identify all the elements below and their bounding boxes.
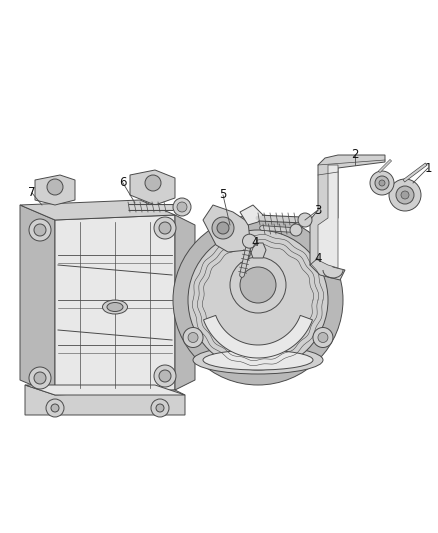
Polygon shape [318,165,338,268]
Circle shape [145,175,161,191]
Text: 6: 6 [119,176,127,190]
Text: 5: 5 [219,189,227,201]
Circle shape [318,333,328,343]
Polygon shape [203,205,250,252]
Polygon shape [204,316,312,358]
Circle shape [29,367,51,389]
Circle shape [217,222,229,234]
Circle shape [183,327,203,348]
Polygon shape [175,215,195,390]
Circle shape [313,327,333,348]
Circle shape [212,217,234,239]
Polygon shape [25,385,185,395]
Polygon shape [20,205,55,395]
Text: 3: 3 [314,204,321,216]
Polygon shape [55,215,175,395]
Text: 7: 7 [28,187,36,199]
Circle shape [159,370,171,382]
Polygon shape [35,175,75,205]
Circle shape [389,179,421,211]
Circle shape [46,399,64,417]
Circle shape [154,365,176,387]
Circle shape [379,180,385,186]
Ellipse shape [203,350,313,370]
Circle shape [243,234,257,248]
Ellipse shape [102,300,127,314]
Circle shape [151,399,169,417]
Text: 1: 1 [424,161,432,174]
Polygon shape [250,243,266,258]
Circle shape [47,179,63,195]
Ellipse shape [107,303,123,311]
Circle shape [173,198,191,216]
Ellipse shape [193,346,323,374]
Polygon shape [240,205,263,225]
Circle shape [240,267,276,303]
Circle shape [156,404,164,412]
Polygon shape [310,155,385,280]
Circle shape [375,176,389,190]
Circle shape [188,333,198,343]
Polygon shape [25,385,185,415]
Polygon shape [20,200,175,220]
Circle shape [34,372,46,384]
Text: 4: 4 [314,252,322,264]
Circle shape [230,257,286,313]
Text: 2: 2 [351,149,359,161]
Circle shape [370,171,394,195]
Polygon shape [130,170,175,205]
Circle shape [159,222,171,234]
Circle shape [401,191,409,199]
Circle shape [188,230,328,370]
Circle shape [290,224,302,236]
Circle shape [298,213,312,227]
Circle shape [173,215,343,385]
Circle shape [34,224,46,236]
Circle shape [154,217,176,239]
Circle shape [29,219,51,241]
Circle shape [51,404,59,412]
Text: 4: 4 [251,237,259,249]
Circle shape [177,202,187,212]
Circle shape [396,186,414,204]
